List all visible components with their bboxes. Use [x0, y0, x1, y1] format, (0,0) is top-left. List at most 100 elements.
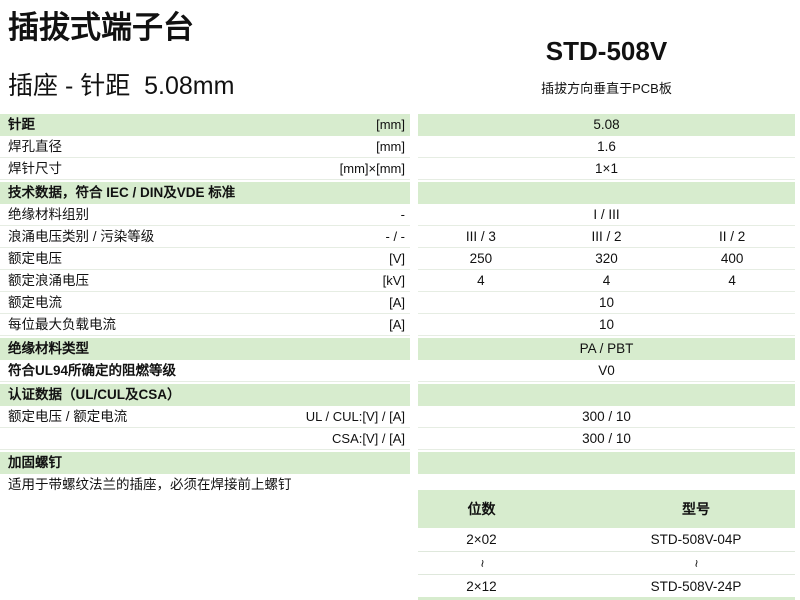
spec-value: 5.08 [593, 117, 620, 132]
spec-row-values: 10 [418, 292, 795, 314]
spec-row-label: 绝缘材料类型 [8, 341, 89, 356]
spec-value: III / 2 [591, 229, 622, 244]
spec-value: PA / PBT [579, 341, 634, 356]
order-row: 2×02 STD-508V-04P [418, 528, 795, 551]
spec-value: III / 3 [465, 229, 496, 244]
spec-value: 320 [595, 251, 618, 266]
order-cell-positions: ~ [418, 552, 545, 574]
spec-value: 1×1 [595, 161, 618, 176]
order-cell-model: STD-508V-24P [650, 579, 742, 594]
column-gap [410, 406, 418, 428]
spec-row: 加固螺钉 [0, 452, 795, 474]
spec-row-left: 额定电流 [A] [0, 292, 410, 314]
column-gap [410, 270, 418, 292]
spec-row-left: 额定浪涌电压 [kV] [0, 270, 410, 292]
spec-value: 250 [469, 251, 493, 266]
spec-row-values: 1.6 [418, 136, 795, 158]
spec-row-label: 符合UL94所确定的阻燃等级 [8, 363, 177, 378]
spec-row-label: 焊孔直径 [8, 139, 62, 154]
spec-row-unit: [V] [389, 251, 405, 266]
spec-value: V0 [598, 363, 615, 378]
spec-value: II / 2 [719, 229, 746, 244]
column-gap [410, 204, 418, 226]
column-gap [410, 226, 418, 248]
spec-row-values [418, 384, 795, 406]
spec-value: 300 / 10 [582, 431, 631, 446]
spec-row-left: 焊针尺寸 [mm]×[mm] [0, 158, 410, 180]
column-gap [410, 292, 418, 314]
model-note: 插拔方向垂直于PCB板 [541, 81, 672, 96]
spec-row-label: 焊针尺寸 [8, 161, 62, 176]
order-header-positions: 位数 [467, 501, 496, 517]
column-gap [410, 314, 418, 336]
spec-row-label: 适用于带螺纹法兰的插座，必须在焊接前上螺钉 [8, 477, 292, 492]
spec-row-values: V0 [418, 360, 795, 382]
spec-row-values: 4 4 4 [418, 270, 795, 292]
spec-row: 额定浪涌电压 [kV] 4 4 4 [0, 270, 795, 292]
order-table-body: 2×02 STD-508V-04P ~ ~2×12 STD-508V-24P [418, 528, 795, 597]
order-table: 位数 型号 2×02 STD-508V-04P ~ ~2×12 STD-508V-24P [418, 490, 795, 597]
spec-row-values: III / 3 III / 2 II / 2 [418, 226, 795, 248]
column-gap [410, 248, 418, 270]
column-gap [410, 428, 418, 450]
spec-row-left: 绝缘材料类型 [0, 338, 410, 360]
spec-row-left: 每位最大负载电流 [A] [0, 314, 410, 336]
spec-row-unit: [A] [389, 295, 405, 310]
spec-row-left: 焊孔直径 [mm] [0, 136, 410, 158]
column-gap [410, 338, 418, 360]
spec-row: 绝缘材料类型 PA / PBT [0, 338, 795, 360]
spec-row-label: 加固螺钉 [8, 455, 62, 470]
spec-value: I / III [593, 207, 620, 222]
spec-row-label: 浪涌电压类别 / 污染等级 [8, 229, 155, 244]
spec-row: 认证数据（UL/CUL及CSA） [0, 384, 795, 406]
spec-row: CSA:[V] / [A] 300 / 10 [0, 428, 795, 450]
spec-row-label: 针距 [8, 117, 35, 132]
spec-row: 额定电压 / 额定电流 UL / CUL:[V] / [A] 300 / 10 [0, 406, 795, 428]
column-gap [410, 158, 418, 180]
spec-row-label: 额定电压 / 额定电流 [8, 409, 128, 424]
range-tilde: ~ [473, 559, 489, 568]
spec-row-values: PA / PBT [418, 338, 795, 360]
spec-value: 300 / 10 [582, 409, 631, 424]
spec-row-label: 技术数据，符合 IEC / DIN及VDE 标准 [8, 185, 236, 200]
spec-row-values: 1×1 [418, 158, 795, 180]
order-cell-model: ~ [545, 552, 795, 574]
spec-row-left: 额定电压 / 额定电流 UL / CUL:[V] / [A] [0, 406, 410, 428]
spec-row: 每位最大负载电流 [A] 10 [0, 314, 795, 336]
spec-table: 针距 [mm] 5.08 焊孔直径 [mm] 1.6 焊针尺寸 [mm]×[mm… [0, 114, 795, 496]
spec-row-values: I / III [418, 204, 795, 226]
column-gap [410, 182, 418, 204]
spec-row: 额定电流 [A] 10 [0, 292, 795, 314]
spec-row-values [418, 182, 795, 204]
spec-row-left: 适用于带螺纹法兰的插座，必须在焊接前上螺钉 [0, 474, 787, 496]
spec-row-unit: - / - [385, 229, 406, 244]
bottom-green-strip [418, 597, 795, 600]
spec-value: 4 [602, 273, 611, 288]
spec-row-left: 技术数据，符合 IEC / DIN及VDE 标准 [0, 182, 410, 204]
column-gap [410, 384, 418, 406]
order-table-header: 位数 型号 [418, 490, 795, 528]
spec-row-left: 绝缘材料组别 - [0, 204, 410, 226]
spec-row-left: 加固螺钉 [0, 452, 410, 474]
spec-row-left: 额定电压 [V] [0, 248, 410, 270]
spec-row-unit: [A] [389, 317, 405, 332]
model-block: STD-508V 插拔方向垂直于PCB板 [418, 36, 795, 97]
page-subtitle: 插座 - 针距 5.08mm [8, 72, 235, 100]
spec-row-label: 绝缘材料组别 [8, 207, 89, 222]
spec-row-label: 认证数据（UL/CUL及CSA） [8, 387, 181, 402]
spec-row: 焊孔直径 [mm] 1.6 [0, 136, 795, 158]
model-number: STD-508V [545, 36, 668, 66]
spec-row-unit: CSA:[V] / [A] [332, 431, 405, 446]
order-row: ~ ~ [418, 551, 795, 574]
spec-row-values: 5.08 [418, 114, 795, 136]
spec-row: 绝缘材料组别 - I / III [0, 204, 795, 226]
spec-value: 4 [728, 273, 736, 288]
spec-row: 符合UL94所确定的阻燃等级 V0 [0, 360, 795, 382]
spec-row: 适用于带螺纹法兰的插座，必须在焊接前上螺钉 [0, 474, 795, 496]
spec-row-unit: [mm] [376, 139, 405, 154]
spec-row: 针距 [mm] 5.08 [0, 114, 795, 136]
order-cell-model: STD-508V-04P [650, 532, 742, 547]
spec-row-label: 每位最大负载电流 [8, 317, 116, 332]
spec-row: 额定电压 [V] 250 320 400 [0, 248, 795, 270]
spec-row: 浪涌电压类别 / 污染等级 - / - III / 3 III / 2 II / 2 [0, 226, 795, 248]
